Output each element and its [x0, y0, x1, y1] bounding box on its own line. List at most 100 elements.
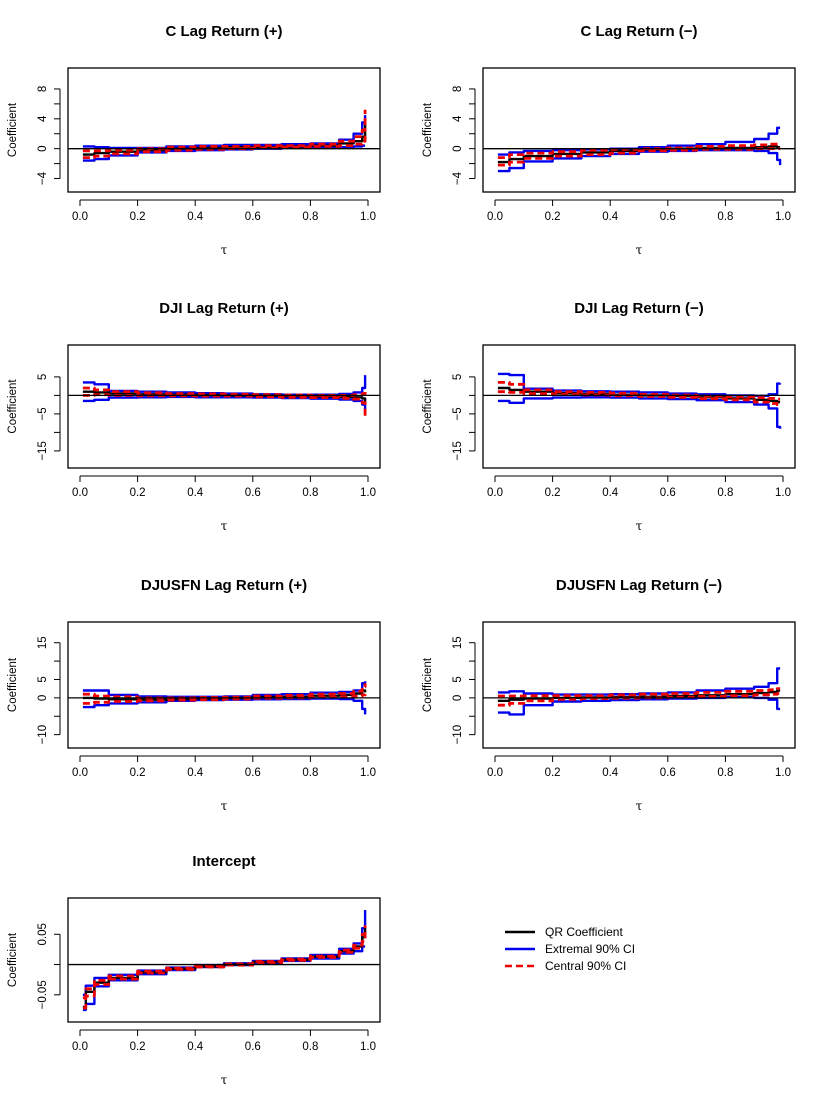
panel-title: C Lag Return (−)	[580, 23, 697, 40]
x-tick-label: 0.8	[717, 767, 733, 779]
x-tick-label: 0.6	[660, 767, 676, 779]
y-tick-label: −5	[37, 407, 49, 420]
y-tick-label: 5	[37, 676, 49, 682]
x-tick-label: 0.6	[245, 1041, 261, 1053]
x-tick-label: 0.2	[130, 767, 146, 779]
panel-title: DJI Lag Return (+)	[159, 300, 289, 317]
y-tick-label: 5	[37, 374, 49, 380]
y-axis-label: Coefficient	[7, 379, 19, 434]
panel-4: DJI Lag Return (−) 0.0 0.2 0.4 0.6 0.8 1.0 −15 −…	[422, 300, 796, 533]
series-central-upper	[82, 925, 367, 1000]
x-tick-label: 0.8	[302, 767, 318, 779]
x-tick-label: 0.0	[72, 767, 88, 779]
series-group	[82, 910, 367, 1012]
x-tick-label: 0.4	[602, 487, 619, 499]
x-tick-label: 1.0	[360, 767, 376, 779]
series-extremal-upper	[497, 126, 781, 156]
x-tick-label: 1.0	[775, 487, 791, 499]
x-tick-label: 0.8	[717, 211, 733, 223]
panel-6: DJUSFN Lag Return (−) 0.0 0.2 0.4 0.6 0.8 1.0 −…	[422, 577, 796, 813]
series-extremal-lower	[82, 697, 367, 715]
y-tick-label: −15	[37, 441, 49, 461]
series-extremal-upper	[82, 910, 367, 996]
x-tick-label: 0.8	[302, 211, 318, 223]
y-tick-label: 4	[452, 115, 464, 122]
y-tick-label: −15	[452, 441, 464, 461]
series-qr	[497, 689, 781, 702]
y-axis-label: Coefficient	[422, 379, 434, 434]
x-tick-label: 0.0	[487, 211, 503, 223]
x-tick-label: 0.8	[302, 487, 318, 499]
y-axis-label: Coefficient	[7, 932, 19, 987]
y-tick-label: −10	[452, 725, 464, 745]
y-tick-label: −4	[452, 171, 464, 185]
y-axis-label: Coefficient	[7, 657, 19, 712]
y-tick-label: 5	[452, 676, 464, 682]
series-central-lower	[497, 692, 781, 707]
x-tick-label: 0.8	[717, 487, 733, 499]
panel-2: C Lag Return (−) 0.0 0.2 0.4 0.6 0.8 1.0 −4 0 4 8 C…	[422, 23, 796, 257]
x-tick-label: 0.2	[545, 487, 561, 499]
panel-7: Intercept 0.0 0.2 0.4 0.6 0.8 1.0 −0.05 0.05 Coef…	[7, 853, 381, 1087]
x-tick-label: 0.8	[302, 1041, 318, 1053]
y-tick-label: 8	[37, 86, 49, 92]
series-extremal-lower	[82, 395, 367, 413]
y-tick-label: 0	[452, 145, 464, 151]
series-extremal-upper	[82, 115, 367, 150]
series-central-upper	[497, 381, 781, 401]
y-tick-label: 15	[37, 636, 49, 649]
x-axis-label: τ	[636, 519, 643, 533]
x-tick-label: 0.2	[130, 1041, 146, 1053]
series-group	[497, 667, 781, 716]
x-tick-label: 0.0	[72, 487, 88, 499]
legend-label: Central 90% CI	[545, 959, 626, 973]
x-tick-label: 0.4	[602, 767, 619, 779]
y-tick-label: −0.05	[37, 980, 49, 1009]
y-tick-label: 0.05	[37, 923, 49, 945]
series-central-lower	[497, 390, 781, 406]
panel-1: C Lag Return (+) 0.0 0.2 0.4 0.6 0.8 1.0 −4 0 4 8 C…	[7, 23, 381, 257]
plot-frame	[67, 897, 381, 1023]
x-tick-label: 0.0	[487, 487, 503, 499]
x-tick-label: 0.0	[72, 211, 88, 223]
x-tick-label: 0.2	[130, 211, 146, 223]
series-group	[497, 372, 782, 429]
x-axis-label: τ	[636, 799, 643, 813]
x-tick-label: 1.0	[360, 1041, 376, 1053]
panel-title: DJUSFN Lag Return (+)	[141, 577, 307, 594]
x-tick-label: 0.2	[130, 487, 146, 499]
y-tick-label: −10	[37, 725, 49, 745]
x-axis-label: τ	[221, 243, 228, 257]
plot-frame	[482, 621, 796, 749]
x-tick-label: 0.4	[187, 211, 204, 223]
y-tick-label: −4	[37, 171, 49, 185]
x-tick-label: 0.0	[487, 767, 503, 779]
plot-frame	[482, 344, 796, 469]
series-central-lower	[82, 693, 367, 705]
x-axis-label: τ	[221, 799, 228, 813]
y-tick-label: 5	[452, 374, 464, 380]
series-central-lower	[82, 935, 367, 1010]
series-group	[82, 681, 367, 715]
panel-title: DJUSFN Lag Return (−)	[556, 577, 722, 594]
y-tick-label: 0	[452, 695, 464, 701]
x-tick-label: 1.0	[775, 211, 791, 223]
x-tick-label: 0.4	[187, 487, 204, 499]
y-axis-label: Coefficient	[422, 102, 434, 157]
series-central-upper	[497, 687, 781, 698]
x-tick-label: 0.6	[245, 767, 261, 779]
y-tick-label: −5	[452, 407, 464, 420]
x-tick-label: 1.0	[360, 211, 376, 223]
x-axis-label: τ	[636, 243, 643, 257]
series-group	[82, 109, 367, 162]
y-tick-label: 0	[37, 145, 49, 151]
x-axis-label: τ	[221, 1073, 228, 1087]
panel-3: DJI Lag Return (+) 0.0 0.2 0.4 0.6 0.8 1.0 −15 −…	[7, 300, 381, 533]
series-central-upper	[82, 683, 367, 700]
x-tick-label: 0.4	[187, 767, 204, 779]
x-tick-label: 0.6	[660, 211, 676, 223]
panel-title: C Lag Return (+)	[165, 23, 282, 40]
panel-5: DJUSFN Lag Return (+) 0.0 0.2 0.4 0.6 0.8 1.0 −…	[7, 577, 381, 813]
x-tick-label: 0.6	[245, 211, 261, 223]
